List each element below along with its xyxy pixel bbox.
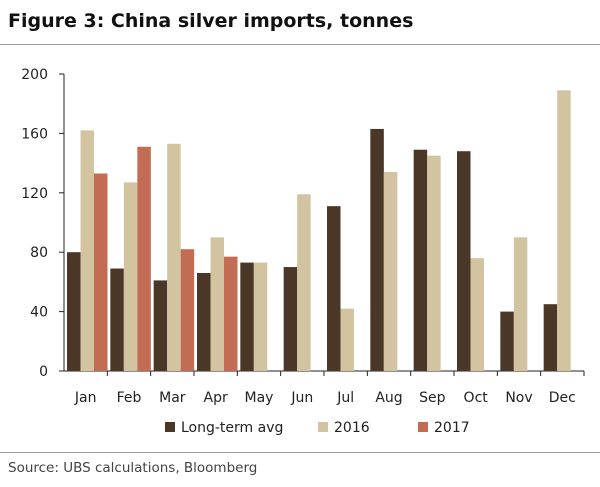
bar-long-term-avg-jul [327,206,341,371]
bar-2016-dec [557,90,571,372]
y-tick-label: 200 [21,67,48,83]
source-divider [0,452,600,453]
x-tick-label: Feb [117,390,142,406]
bar-long-term-avg-dec [543,304,558,371]
legend: Long-term avg 2016 2017 [165,420,470,436]
bar-2016-mar [167,143,181,371]
bar-2017-apr [224,256,238,371]
chart-title: Figure 3: China silver imports, tonnes [8,10,414,32]
bar-2016-apr [210,237,224,371]
bar-long-term-avg-may [240,262,254,371]
y-tick-label: 160 [21,126,48,142]
bar-long-term-avg-apr [197,272,211,371]
axes: 0 40 80 120 160 200 Jan Feb Mar Apr May Jun Jul Aug Se… [21,67,585,406]
legend-swatch-2 [418,422,428,432]
bar-2016-aug [383,172,398,371]
legend-label-2: 2017 [434,420,470,436]
x-tick-label: Jun [290,390,313,406]
x-tick-label: Nov [505,390,532,406]
bar-2016-sep [427,155,441,371]
bar-long-term-avg-feb [110,268,124,371]
y-tick-label: 120 [21,186,48,202]
bar-long-term-avg-jun [283,267,298,371]
bar-2016-jan [80,130,94,371]
x-tick-label: Aug [375,390,402,406]
bar-2016-feb [123,182,138,371]
bar-chart: 0 40 80 120 160 200 Jan Feb Mar Apr May Jun Jul Aug Se… [21,67,585,436]
legend-label-1: 2016 [334,420,370,436]
bars [67,90,571,372]
bar-2016-may [253,262,268,371]
bar-long-term-avg-aug [370,128,384,371]
x-tick-label: Jan [74,390,97,406]
source-note: Source: UBS calculations, Bloomberg [8,460,258,476]
bar-2017-jan [94,173,108,371]
bar-2017-feb [137,146,151,371]
x-tick-label: Oct [464,390,489,406]
bar-2016-nov [513,237,528,371]
y-tick-label: 0 [39,364,48,380]
y-tick-label: 80 [30,245,48,261]
bar-2016-jun [297,194,311,371]
legend-swatch-1 [318,422,328,432]
legend-label-0: Long-term avg [181,420,283,436]
bar-long-term-avg-mar [153,280,168,371]
bar-2016-oct [470,258,484,371]
x-tick-label: Dec [549,390,576,406]
bar-long-term-avg-oct [457,151,471,371]
bar-long-term-avg-jan [67,252,81,371]
legend-swatch-0 [165,422,175,432]
x-tick-label: Apr [204,390,228,406]
bar-2017-mar [180,249,195,371]
x-tick-label: Sep [419,390,446,406]
bar-long-term-avg-sep [413,149,428,371]
x-tick-label: May [245,390,274,406]
bar-2016-jul [340,308,354,371]
y-tick-label: 40 [30,305,48,321]
x-tick-label: Mar [159,390,186,406]
bar-long-term-avg-nov [500,311,514,371]
x-tick-label: Jul [336,390,354,406]
title-divider [0,44,600,45]
